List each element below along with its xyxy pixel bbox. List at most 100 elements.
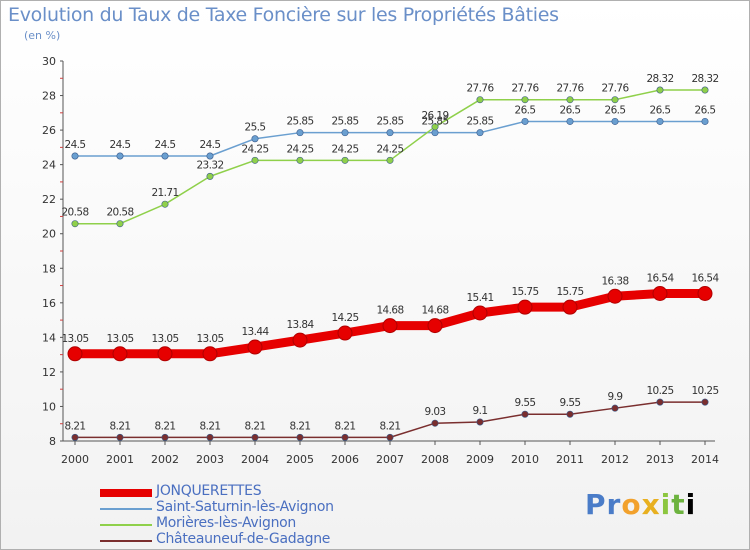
data-label: 15.75 bbox=[511, 286, 538, 298]
data-point bbox=[382, 318, 398, 334]
data-label: 13.05 bbox=[61, 333, 88, 345]
data-label: 26.5 bbox=[695, 104, 716, 116]
data-point bbox=[656, 86, 664, 94]
data-point bbox=[251, 433, 259, 441]
data-point bbox=[656, 117, 664, 125]
data-label: 20.58 bbox=[106, 207, 133, 219]
x-tick-label: 2001 bbox=[106, 453, 134, 466]
data-point bbox=[427, 318, 443, 334]
x-tick-label: 2011 bbox=[556, 453, 584, 466]
y-tick-label: 12 bbox=[42, 366, 56, 379]
data-point bbox=[296, 433, 304, 441]
legend-swatch bbox=[100, 489, 152, 497]
y-tick-label: 22 bbox=[42, 193, 56, 206]
y-tick-label: 30 bbox=[42, 55, 56, 68]
x-tick-label: 2013 bbox=[646, 453, 674, 466]
data-label: 28.32 bbox=[646, 73, 673, 85]
data-label: 24.25 bbox=[331, 143, 358, 155]
data-point bbox=[652, 285, 668, 301]
data-point bbox=[202, 346, 218, 362]
y-tick-label: 26 bbox=[42, 124, 56, 137]
data-point bbox=[701, 117, 709, 125]
data-label: 9.03 bbox=[425, 406, 446, 418]
legend-label: Saint-Saturnin-lès-Avignon bbox=[156, 499, 334, 515]
data-label: 23.32 bbox=[196, 159, 223, 171]
data-point bbox=[296, 156, 304, 164]
data-point bbox=[161, 152, 169, 160]
x-tick-label: 2006 bbox=[331, 453, 359, 466]
data-point bbox=[521, 117, 529, 125]
data-point bbox=[67, 346, 83, 362]
data-label: 26.5 bbox=[560, 104, 581, 116]
legend-swatch bbox=[100, 524, 152, 526]
data-label: 14.25 bbox=[331, 312, 358, 324]
data-label: 10.25 bbox=[646, 385, 673, 397]
data-label: 26.5 bbox=[605, 104, 626, 116]
data-point bbox=[206, 152, 214, 160]
data-label: 9.1 bbox=[473, 405, 488, 417]
x-tick-label: 2008 bbox=[421, 453, 449, 466]
legend-label: Châteauneuf-de-Gadagne bbox=[156, 531, 331, 547]
data-label: 16.54 bbox=[646, 272, 674, 284]
data-label: 14.68 bbox=[421, 305, 448, 317]
x-tick-label: 2000 bbox=[61, 453, 89, 466]
line-chart: 8 10 12 14 16 18 20 22 24 26 28 30 2000 2001 2002 2003 2… bbox=[42, 55, 720, 466]
data-point bbox=[206, 172, 214, 180]
data-point bbox=[476, 418, 484, 426]
chart-unit-label: (en %) bbox=[24, 29, 61, 42]
axes: 8 10 12 14 16 18 20 22 24 26 28 30 2000 2001 2002 2003 2… bbox=[42, 55, 719, 466]
data-point bbox=[701, 86, 709, 94]
data-label: 27.76 bbox=[466, 83, 494, 95]
x-tick-label: 2004 bbox=[241, 453, 269, 466]
data-label: 25.85 bbox=[421, 116, 448, 128]
data-label: 8.21 bbox=[155, 420, 176, 432]
data-point bbox=[566, 410, 574, 418]
data-point bbox=[71, 433, 79, 441]
brand-logo: Proxiti bbox=[585, 488, 697, 521]
data-point bbox=[697, 285, 713, 301]
data-label: 13.84 bbox=[286, 319, 314, 331]
y-tick-label: 16 bbox=[42, 297, 56, 310]
data-label: 24.5 bbox=[200, 139, 221, 151]
data-point bbox=[251, 156, 259, 164]
data-label: 8.21 bbox=[245, 420, 266, 432]
data-label: 13.05 bbox=[196, 333, 223, 345]
data-point bbox=[611, 117, 619, 125]
y-tick-label: 18 bbox=[42, 262, 56, 275]
data-point bbox=[247, 339, 263, 355]
data-point bbox=[71, 220, 79, 228]
data-point bbox=[296, 129, 304, 137]
data-point bbox=[341, 433, 349, 441]
data-label: 25.5 bbox=[245, 122, 266, 134]
data-point bbox=[386, 129, 394, 137]
data-label: 24.25 bbox=[286, 143, 313, 155]
data-point bbox=[431, 419, 439, 427]
data-point bbox=[476, 129, 484, 137]
x-tick-label: 2005 bbox=[286, 453, 314, 466]
data-label: 15.41 bbox=[466, 292, 493, 304]
legend: JONQUERETTES Saint-Saturnin-lès-Avignon … bbox=[100, 483, 400, 549]
data-point bbox=[701, 398, 709, 406]
data-label: 13.44 bbox=[241, 326, 269, 338]
data-point bbox=[112, 346, 128, 362]
data-label: 26.5 bbox=[650, 104, 671, 116]
data-label: 27.76 bbox=[601, 83, 629, 95]
data-point bbox=[431, 129, 439, 137]
data-point bbox=[71, 152, 79, 160]
data-label: 16.54 bbox=[691, 272, 719, 284]
data-label: 26.5 bbox=[515, 104, 536, 116]
data-point bbox=[562, 299, 578, 315]
data-point bbox=[116, 152, 124, 160]
data-point bbox=[611, 404, 619, 412]
data-label: 26.19 bbox=[421, 110, 448, 122]
data-point bbox=[476, 96, 484, 104]
data-label: 8.21 bbox=[200, 420, 221, 432]
data-point bbox=[517, 299, 533, 315]
data-label: 16.38 bbox=[601, 275, 628, 287]
data-label: 8.21 bbox=[110, 420, 131, 432]
data-point bbox=[566, 96, 574, 104]
data-point bbox=[116, 433, 124, 441]
y-tick-label: 24 bbox=[42, 159, 56, 172]
data-label: 13.05 bbox=[106, 333, 133, 345]
